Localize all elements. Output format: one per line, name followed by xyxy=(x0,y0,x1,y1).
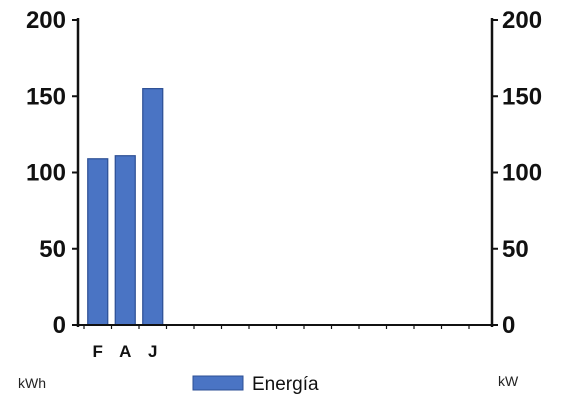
category-label: A xyxy=(119,342,131,361)
bar-A xyxy=(114,155,136,326)
bar-F xyxy=(87,158,109,326)
right-tick-label: 50 xyxy=(502,236,529,263)
left-tick-label: 150 xyxy=(26,83,66,110)
category-label: F xyxy=(93,342,103,361)
left-tick-label: 0 xyxy=(53,312,66,339)
left-tick-label: 200 xyxy=(26,7,66,34)
legend-label: Energía xyxy=(252,374,319,395)
right-tick-label: 0 xyxy=(502,312,515,339)
bar-J xyxy=(142,88,164,326)
left-tick-label: 50 xyxy=(39,236,66,263)
right-axis-unit: kW xyxy=(498,373,519,389)
bars-layer xyxy=(87,88,164,326)
left-tick-label: 100 xyxy=(26,160,66,187)
left-axis-unit: kWh xyxy=(18,375,46,391)
axes-layer xyxy=(72,18,498,329)
legend-swatch xyxy=(192,375,244,391)
right-tick-label: 200 xyxy=(502,7,542,34)
legend: Energía xyxy=(192,374,319,395)
right-tick-label: 150 xyxy=(502,83,542,110)
right-tick-label: 100 xyxy=(502,160,542,187)
category-label: J xyxy=(148,342,157,361)
